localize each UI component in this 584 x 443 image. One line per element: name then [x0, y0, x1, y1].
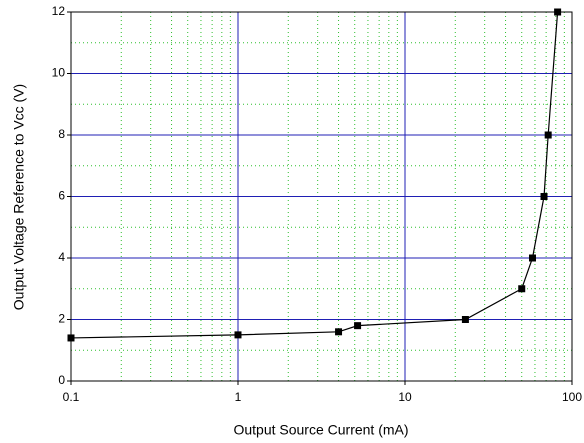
marker: [540, 193, 548, 200]
x-tick-label: 10: [398, 390, 412, 404]
y-tick-label: 6: [58, 189, 65, 203]
marker: [67, 334, 75, 342]
x-tick-label: 100: [562, 390, 582, 404]
marker: [354, 322, 362, 330]
y-axis-title: Output Voltage Reference to Vcc (V): [11, 84, 27, 310]
x-axis-title: Output Source Current (mA): [233, 422, 408, 438]
y-tick-label: 0: [58, 373, 65, 387]
y-tick-label: 12: [52, 4, 66, 18]
marker: [544, 131, 552, 139]
marker: [234, 331, 242, 339]
marker: [554, 8, 562, 16]
marker: [518, 285, 526, 293]
marker: [335, 328, 343, 336]
marker: [528, 254, 536, 262]
y-tick-label: 10: [52, 66, 66, 80]
y-tick-label: 4: [58, 250, 65, 264]
plot-frame: [70, 11, 573, 382]
y-tick-label: 8: [58, 127, 65, 141]
line: [70, 11, 559, 339]
marker: [461, 316, 469, 323]
x-tick-label: 1: [235, 390, 242, 404]
x-tick-label: 0.1: [63, 390, 80, 404]
y-tick-label: 2: [58, 312, 65, 326]
